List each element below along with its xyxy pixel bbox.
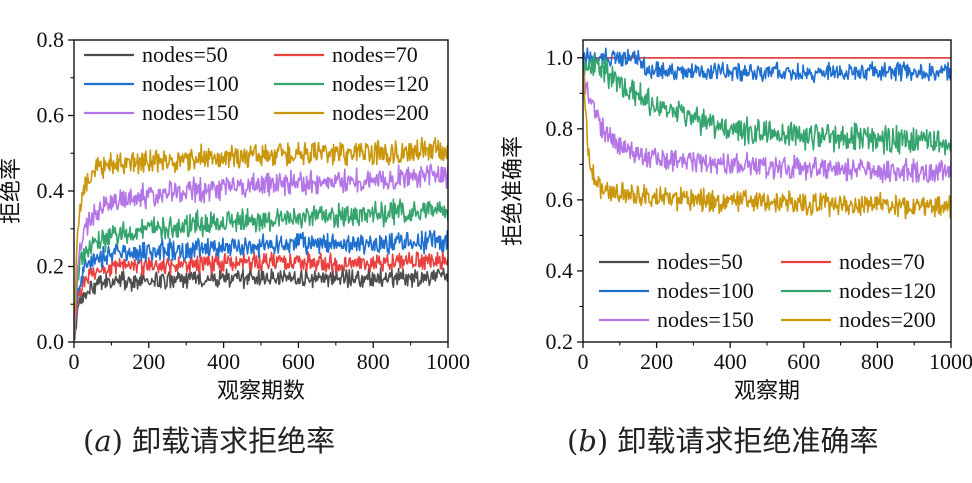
caption-a-open: ( <box>83 424 95 458</box>
x-tick-label: 200 <box>132 349 165 374</box>
x-tick-label: 600 <box>282 349 315 374</box>
x-tick-label: 0 <box>69 349 80 374</box>
caption-a-letter: a <box>94 424 112 458</box>
series-line-nodes-100 <box>74 229 448 340</box>
x-tick-label: 200 <box>640 349 673 374</box>
series-line-nodes-120 <box>74 198 448 339</box>
y-tick-label: 0.4 <box>546 258 574 283</box>
series-line-nodes-150 <box>583 76 951 184</box>
legend-label: nodes=120 <box>332 71 429 96</box>
y-tick-label: 0.2 <box>37 254 65 279</box>
series-line-nodes-150 <box>74 163 448 340</box>
y-tick-label: 0.0 <box>37 329 65 354</box>
x-tick-label: 400 <box>207 349 240 374</box>
caption-b-text: 卸载请求拒绝准确率 <box>617 424 879 458</box>
x-tick-label: 0 <box>578 349 589 374</box>
y-axis-label: 拒绝率 <box>0 158 24 224</box>
y-tick-label: 0.8 <box>37 27 65 52</box>
y-tick-label: 0.6 <box>546 187 574 212</box>
chart-b: 0 200 400 600 800 1000 0.2 0.4 0.6 0.8 1.0 观察期 拒绝准确率… <box>501 39 972 404</box>
caption-b: (b) 卸载请求拒绝准确率 <box>567 418 878 460</box>
series-group <box>74 136 448 341</box>
series-line-nodes-70 <box>74 249 448 340</box>
legend-label: nodes=100 <box>142 71 239 96</box>
caption-b-letter: b <box>578 424 597 458</box>
caption-a-text: 卸载请求拒绝率 <box>132 424 336 458</box>
x-tick-label: 800 <box>357 349 390 374</box>
legend-label: nodes=200 <box>839 307 936 332</box>
series-group <box>583 47 951 220</box>
x-tick-label: 400 <box>714 349 747 374</box>
x-tick-label: 600 <box>787 349 820 374</box>
chart-a: 0 200 400 600 800 1000 0.0 0.2 0.4 0.6 0.8 观察期数 拒绝率 n… <box>0 27 470 404</box>
legend-label: nodes=50 <box>657 249 743 274</box>
legend-label: nodes=70 <box>332 42 418 67</box>
y-tick-label: 0.8 <box>546 116 574 141</box>
caption-b-close: ) <box>596 424 609 458</box>
series-line-nodes-100 <box>583 47 951 84</box>
caption-b-open: ( <box>567 424 579 458</box>
x-axis-label: 观察期数 <box>217 379 305 404</box>
legend-label: nodes=200 <box>332 100 429 125</box>
series-line-nodes-200 <box>74 136 448 339</box>
series-line-nodes-200 <box>583 69 951 220</box>
y-tick-label: 0.4 <box>37 178 65 203</box>
x-tick-label: 1000 <box>929 349 972 374</box>
x-tick-label: 800 <box>861 349 894 374</box>
legend-label: nodes=100 <box>657 278 754 303</box>
y-tick-label: 0.2 <box>546 329 574 354</box>
caption-a: (a) 卸载请求拒绝率 <box>83 418 335 460</box>
legend-label: nodes=150 <box>657 307 754 332</box>
legend-label: nodes=70 <box>839 249 925 274</box>
x-axis-label: 观察期 <box>734 379 800 404</box>
legend-label: nodes=50 <box>142 42 228 67</box>
legend-label: nodes=120 <box>839 278 936 303</box>
y-axis-label: 拒绝准确率 <box>501 136 526 246</box>
caption-a-close: ) <box>111 424 123 458</box>
x-tick-label: 1000 <box>426 349 470 374</box>
y-tick-label: 0.6 <box>37 103 65 128</box>
series-line-nodes-50 <box>74 266 448 341</box>
y-tick-label: 1.0 <box>546 45 574 70</box>
series-line-nodes-120 <box>583 54 951 156</box>
legend-label: nodes=150 <box>142 100 239 125</box>
